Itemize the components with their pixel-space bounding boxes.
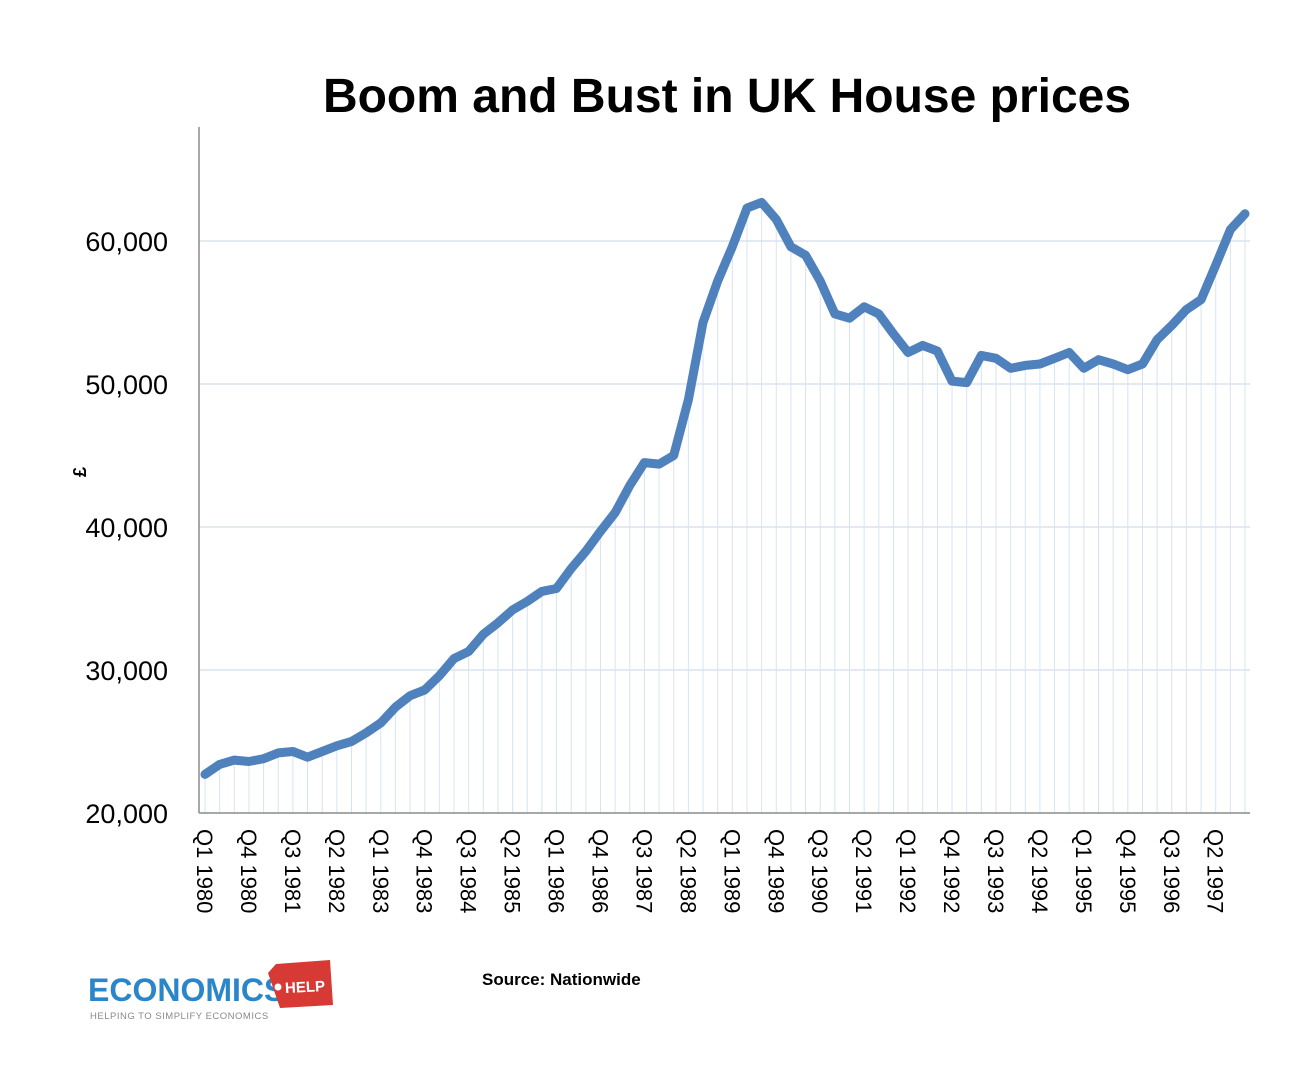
x-tick-label: Q2 1991 [851,829,876,913]
x-tick-label: Q3 1996 [1159,829,1184,913]
x-tick-label: Q3 1987 [631,829,656,913]
x-tick-label: Q1 1986 [544,829,569,913]
series [200,197,1250,779]
x-tick-label: Q4 1989 [763,829,788,913]
y-tick-label: 50,000 [85,370,168,400]
x-tick-label: Q1 1989 [719,829,744,913]
x-tick-label: Q4 1980 [236,829,261,913]
series-line [200,197,1250,779]
x-tick-label: Q2 1997 [1203,829,1228,913]
economics-help-logo: ECONOMICS HELP HELPING TO SIMPLIFY ECONO… [88,960,333,1022]
x-tick-label: Q3 1993 [983,829,1008,913]
x-tick-label: Q1 1980 [192,829,217,913]
y-tick-label: 60,000 [85,227,168,257]
x-tick-label: Q1 1983 [368,829,393,913]
x-tick-label: Q1 1995 [1071,829,1096,913]
gridlines [199,240,1250,671]
x-tick-label: Q2 1982 [324,829,349,913]
y-axis-label: £ [70,467,90,477]
y-tick-label: 20,000 [85,799,168,829]
x-tick-label: Q4 1983 [412,829,437,913]
x-tick-label: Q3 1990 [807,829,832,913]
x-tick-label: Q2 1994 [1027,829,1052,913]
x-tick-label: Q2 1985 [500,829,525,913]
x-tick-label: Q1 1992 [895,829,920,913]
x-tick-label: Q4 1995 [1115,829,1140,913]
x-tick-label: Q3 1984 [456,829,481,913]
x-tick-label: Q4 1986 [587,829,612,913]
source-note: Source: Nationwide [482,970,641,989]
x-tick-label: Q3 1981 [280,829,305,913]
logo-tag-hole [274,983,282,991]
y-tick-label: 40,000 [85,513,168,543]
x-tick-label: Q4 1992 [939,829,964,913]
logo-tagline: HELPING TO SIMPLIFY ECONOMICS [90,1011,269,1022]
x-axis-ticks: Q1 1980 Q4 1980 Q3 1981 Q2 1982 Q1 1983 Q4 19… [192,829,1228,913]
x-tick-label: Q2 1988 [675,829,700,913]
chart-title: Boom and Bust in UK House prices [323,70,1131,123]
logo-badge: HELP [285,978,326,997]
y-axis-ticks: 20,000 30,000 40,000 50,000 60,000 [85,227,168,829]
logo-tag-shape [268,960,333,1008]
y-tick-label: 30,000 [85,656,168,686]
drop-lines [204,202,1246,813]
axes [198,127,1250,814]
logo-wordmark: ECONOMICS [88,972,285,1008]
